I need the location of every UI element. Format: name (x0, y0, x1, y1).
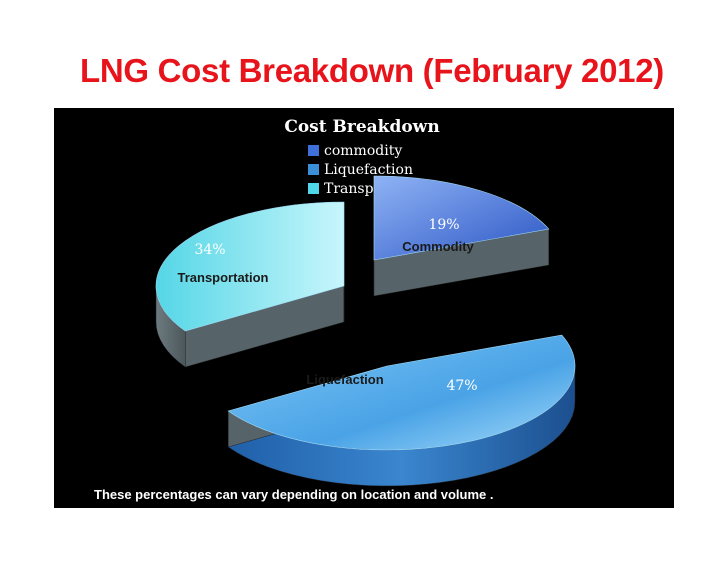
slice-liquefaction (227, 334, 576, 451)
pie-slices (155, 175, 576, 487)
slice-value-liquefaction: 47% (446, 378, 477, 394)
legend-swatch-liquefaction (308, 164, 319, 175)
legend-label-liquefaction: Liquefaction (324, 162, 413, 178)
pie-chart: Cost Breakdown commodity Liquefaction Tr… (155, 117, 576, 487)
slide-title: LNG Cost Breakdown (February 2012) (80, 52, 664, 89)
chart-title: Cost Breakdown (284, 117, 439, 137)
slice-transportation (155, 201, 345, 332)
slice-label-commodity: Commodity (402, 239, 474, 254)
footnote: These percentages can vary depending on … (94, 487, 494, 502)
slice-value-transportation: 34% (194, 242, 225, 258)
legend-label-commodity: commodity (324, 143, 402, 159)
legend-swatch-commodity (308, 145, 319, 156)
slice-value-commodity: 19% (428, 217, 459, 233)
slice-commodity (373, 175, 550, 261)
chart-panel: Cost Breakdown commodity Liquefaction Tr… (54, 108, 674, 508)
slice-label-transportation: Transportation (177, 270, 268, 285)
legend-swatch-transportation (308, 183, 319, 194)
slice-label-liquefaction: Liquefaction (306, 372, 383, 387)
